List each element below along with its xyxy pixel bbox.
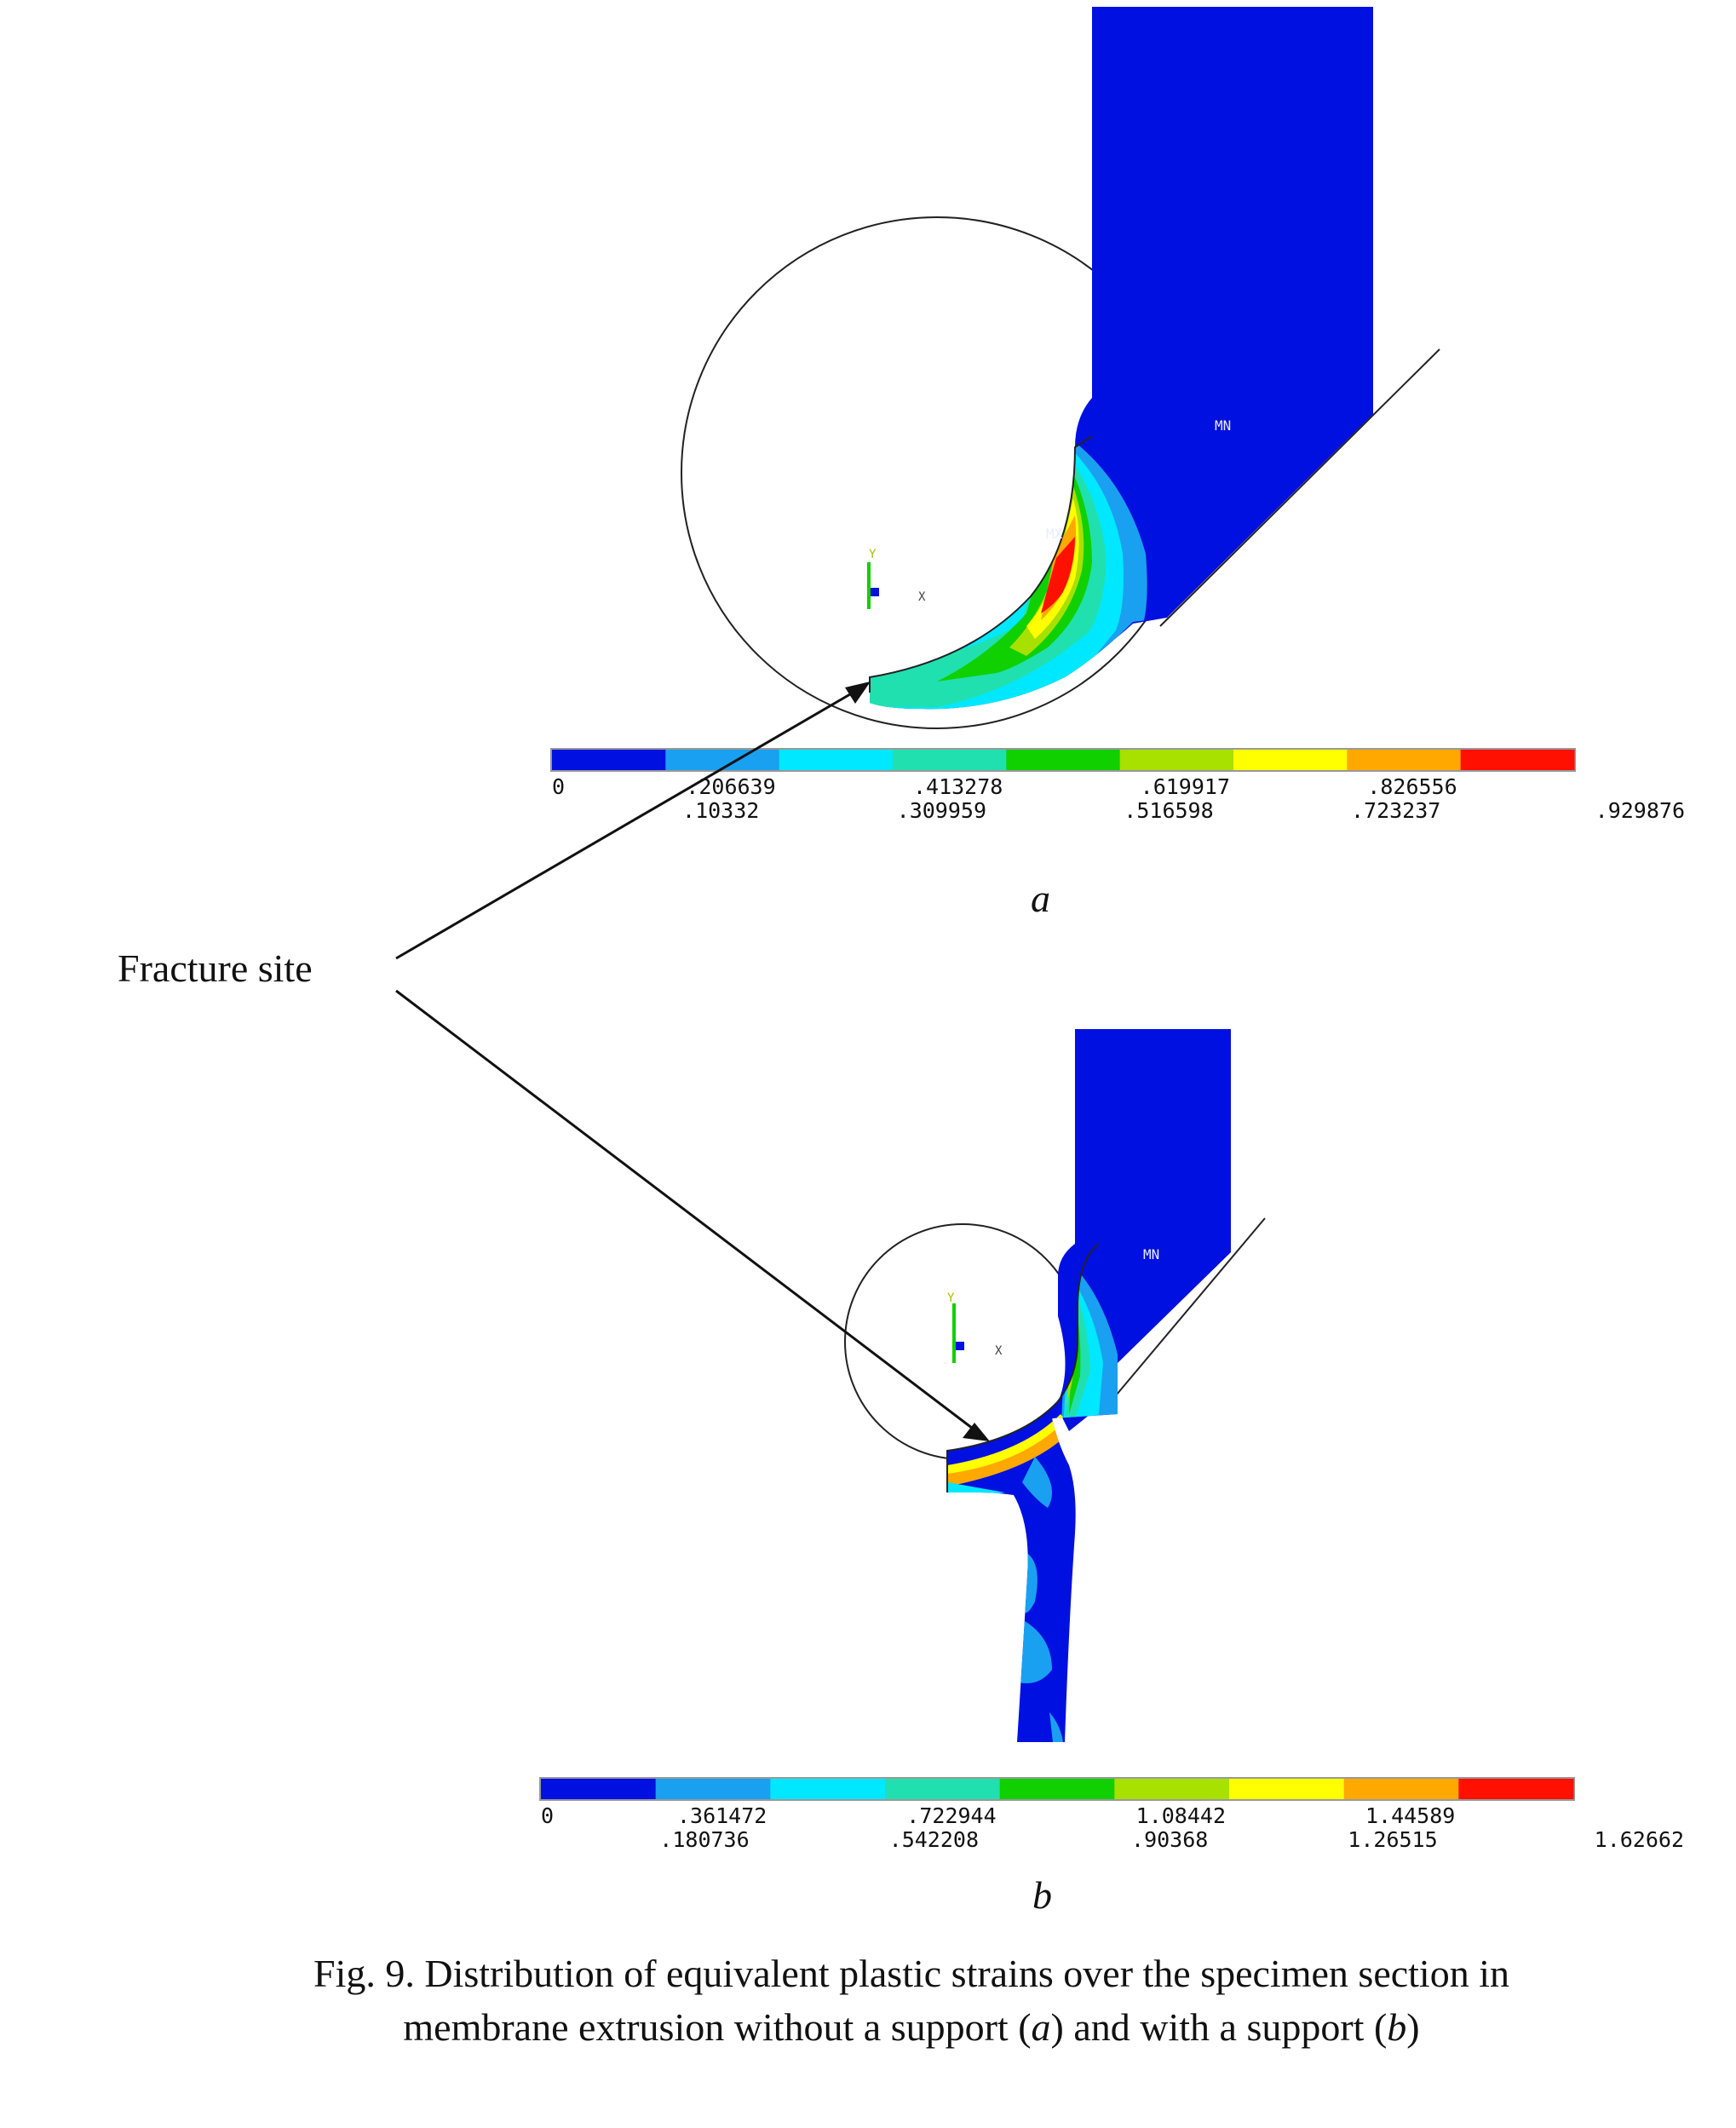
legend-swatch: [1006, 750, 1121, 770]
legend-swatch: [1119, 750, 1234, 770]
legend-tick-label: .180736: [659, 1827, 749, 1852]
triad-x-b: X: [995, 1344, 1003, 1358]
triad-y-b: Y: [947, 1291, 955, 1305]
max-label-a: MX: [1046, 526, 1063, 542]
caption-ref-b: b: [1387, 2005, 1406, 2049]
legend-swatch: [1460, 750, 1575, 770]
legend-tick-label: .309959: [897, 798, 986, 823]
legend-tick-label: .206639: [686, 774, 775, 799]
legend-tick-label: .619917: [1141, 774, 1230, 799]
legend-tick-label: .90368: [1131, 1827, 1208, 1852]
legend-swatch: [1229, 1779, 1345, 1799]
legend-swatch: [552, 750, 666, 770]
legend-swatch: [893, 750, 1007, 770]
legend-tick-label: .10332: [682, 798, 759, 823]
legend-swatch: [770, 1779, 886, 1799]
arrow-to-b: [395, 989, 990, 1441]
legend-swatch: [655, 1779, 771, 1799]
legend-swatch: [779, 750, 894, 770]
axis-triad-b: Y X: [947, 1291, 1003, 1363]
color-legend-b: 0 .361472 .722944 1.08442 1.44589 .180736 .542…: [539, 1777, 1684, 1852]
die-line-b: [1107, 1217, 1266, 1406]
legend-swatch: [1343, 1779, 1459, 1799]
legend-tick-label: 1.44589: [1365, 1803, 1455, 1828]
legend-tick-label: .361472: [677, 1803, 767, 1828]
caption-line-2-post: ): [1406, 2005, 1419, 2049]
legend-swatch: [665, 750, 780, 770]
legend-swatch: [885, 1779, 1001, 1799]
caption-line-2-mid: ) and with a support (: [1051, 2005, 1388, 2049]
caption-ref-a: a: [1032, 2005, 1051, 2049]
panel-b: MN Y X 0 .361472 .722944 1.08442 1.44589 .180…: [539, 1029, 1684, 1852]
legend-tick-label: .826556: [1367, 774, 1457, 799]
legend-tick-label: .413278: [913, 774, 1003, 799]
caption-line-2: membrane extrusion without a support (a)…: [403, 2005, 1419, 2049]
arrow-to-a: [395, 682, 871, 960]
panel-label-b: b: [1032, 1873, 1052, 1917]
legend-tick-label: 0: [541, 1803, 554, 1828]
legend-tick-label: 1.26515: [1348, 1827, 1437, 1852]
legend-swatch: [1347, 750, 1462, 770]
legend-tick-label: .542208: [889, 1827, 979, 1852]
min-label-b: MN: [1143, 1246, 1159, 1262]
min-label-a: MN: [1215, 417, 1231, 434]
caption-line-1: Fig. 9. Distribution of equivalent plast…: [313, 1952, 1509, 1995]
legend-tick-label: 1.08442: [1136, 1803, 1226, 1828]
legend-swatch: [1233, 750, 1348, 770]
triad-y-a: Y: [869, 548, 877, 561]
color-legend-a: 0 .206639 .413278 .619917 .826556 .10332 .3099…: [550, 748, 1685, 823]
triad-x-a: X: [918, 590, 926, 604]
legend-swatch: [1114, 1779, 1230, 1799]
panel-label-a: a: [1031, 877, 1050, 920]
die-line-a: [1159, 348, 1440, 627]
legend-swatch: [541, 1779, 657, 1799]
legend-swatch: [999, 1779, 1115, 1799]
legend-tick-label: 0: [552, 774, 565, 799]
legend-tick-label: 1.62662: [1595, 1827, 1684, 1852]
fracture-site-label: Fracture site: [118, 946, 313, 990]
legend-tick-label: .929876: [1595, 798, 1685, 823]
caption-line-2-pre: membrane extrusion without a support (: [403, 2005, 1031, 2049]
axis-triad-a: Y X: [867, 548, 926, 609]
legend-tick-label: .516598: [1124, 798, 1213, 823]
panel-a: MX MN Y X 0 .206639 .413278 .619917 .826556.…: [550, 7, 1685, 823]
legend-tick-label: .722944: [906, 1803, 996, 1828]
legend-swatch: [1458, 1779, 1574, 1799]
legend-tick-label: .723237: [1351, 798, 1440, 823]
